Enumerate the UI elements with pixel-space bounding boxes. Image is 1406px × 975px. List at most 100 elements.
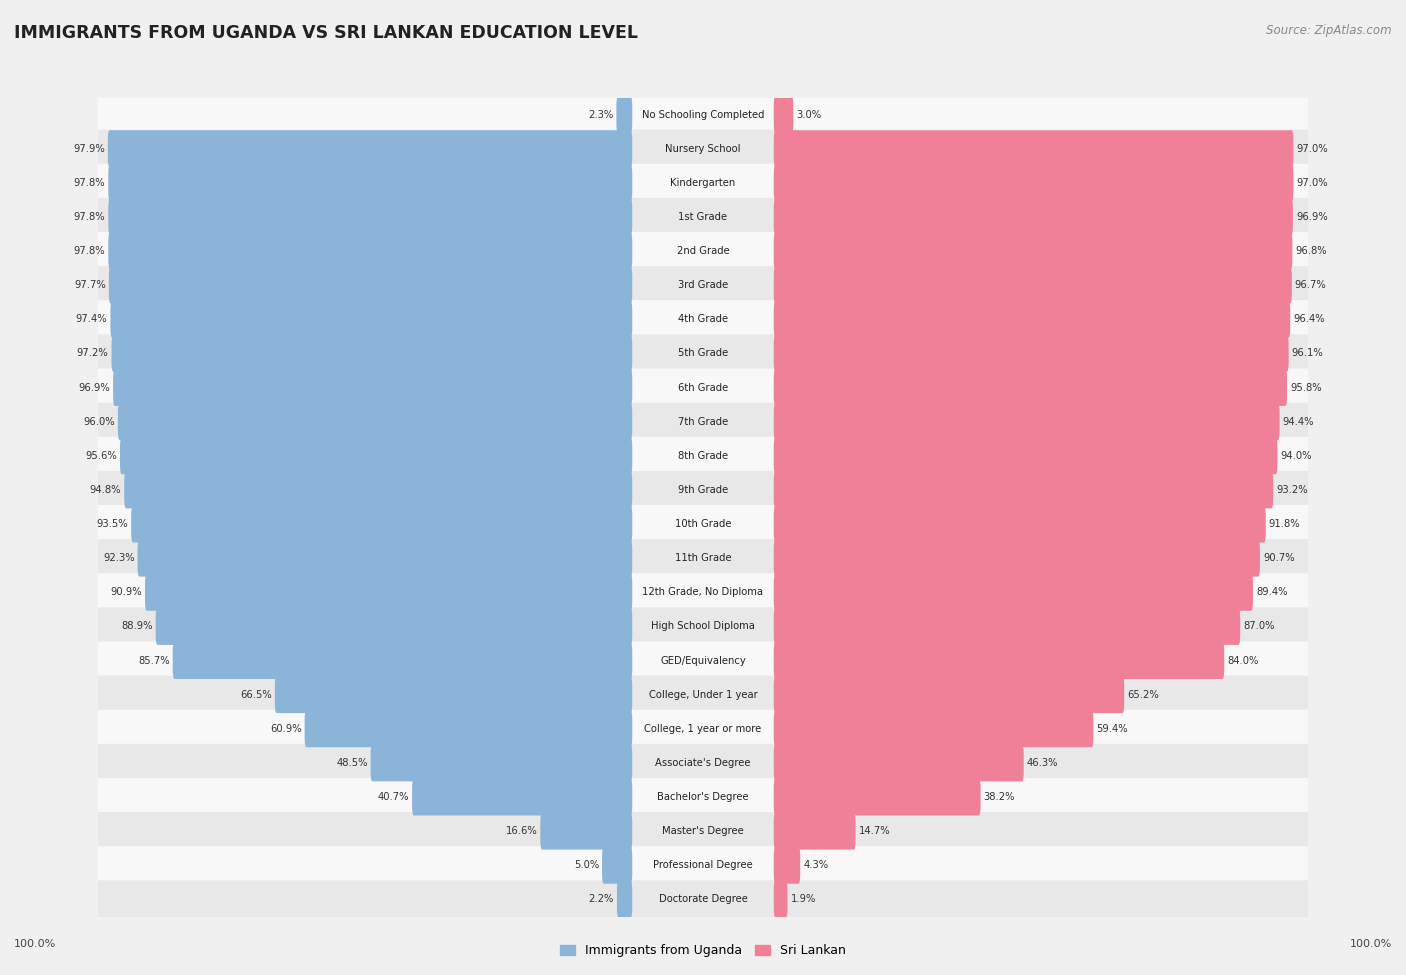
Text: 8th Grade: 8th Grade	[678, 450, 728, 461]
Text: 5th Grade: 5th Grade	[678, 348, 728, 359]
Legend: Immigrants from Uganda, Sri Lankan: Immigrants from Uganda, Sri Lankan	[557, 941, 849, 961]
Text: 91.8%: 91.8%	[1268, 519, 1301, 529]
FancyBboxPatch shape	[111, 301, 633, 337]
Text: 100.0%: 100.0%	[14, 939, 56, 949]
Text: 96.8%: 96.8%	[1295, 246, 1327, 256]
FancyBboxPatch shape	[97, 505, 1309, 543]
FancyBboxPatch shape	[97, 96, 1309, 134]
FancyBboxPatch shape	[112, 370, 633, 406]
Text: 60.9%: 60.9%	[270, 723, 302, 734]
FancyBboxPatch shape	[108, 131, 633, 167]
Text: 100.0%: 100.0%	[1350, 939, 1392, 949]
FancyBboxPatch shape	[111, 335, 633, 371]
FancyBboxPatch shape	[97, 198, 1309, 236]
Text: 14.7%: 14.7%	[859, 826, 890, 837]
FancyBboxPatch shape	[773, 370, 1286, 406]
FancyBboxPatch shape	[617, 881, 633, 917]
Text: 96.1%: 96.1%	[1292, 348, 1323, 359]
FancyBboxPatch shape	[412, 779, 633, 815]
Text: 84.0%: 84.0%	[1227, 655, 1258, 666]
Text: 97.4%: 97.4%	[76, 314, 107, 325]
FancyBboxPatch shape	[773, 438, 1278, 474]
Text: 59.4%: 59.4%	[1097, 723, 1128, 734]
Text: 93.5%: 93.5%	[97, 519, 128, 529]
Text: 94.8%: 94.8%	[90, 485, 121, 495]
FancyBboxPatch shape	[97, 573, 1309, 611]
FancyBboxPatch shape	[773, 711, 1094, 747]
FancyBboxPatch shape	[97, 471, 1309, 509]
FancyBboxPatch shape	[773, 813, 856, 849]
Text: 1st Grade: 1st Grade	[679, 212, 727, 222]
FancyBboxPatch shape	[97, 232, 1309, 270]
Text: 16.6%: 16.6%	[506, 826, 537, 837]
FancyBboxPatch shape	[773, 233, 1292, 269]
FancyBboxPatch shape	[540, 813, 633, 849]
FancyBboxPatch shape	[773, 165, 1294, 201]
Text: 96.9%: 96.9%	[79, 382, 110, 393]
Text: 97.7%: 97.7%	[75, 280, 105, 291]
Text: 88.9%: 88.9%	[121, 621, 153, 632]
Text: 4.3%: 4.3%	[803, 860, 828, 871]
Text: 2.2%: 2.2%	[589, 894, 614, 905]
Text: 6th Grade: 6th Grade	[678, 382, 728, 393]
Text: 97.9%: 97.9%	[73, 143, 105, 154]
FancyBboxPatch shape	[773, 643, 1225, 679]
Text: 1.9%: 1.9%	[790, 894, 815, 905]
FancyBboxPatch shape	[97, 846, 1309, 884]
Text: 92.3%: 92.3%	[103, 553, 135, 564]
Text: 4th Grade: 4th Grade	[678, 314, 728, 325]
FancyBboxPatch shape	[97, 403, 1309, 441]
Text: 10th Grade: 10th Grade	[675, 519, 731, 529]
FancyBboxPatch shape	[120, 438, 633, 474]
Text: High School Diploma: High School Diploma	[651, 621, 755, 632]
Text: 66.5%: 66.5%	[240, 689, 271, 700]
FancyBboxPatch shape	[97, 334, 1309, 372]
FancyBboxPatch shape	[773, 779, 980, 815]
FancyBboxPatch shape	[97, 880, 1309, 918]
FancyBboxPatch shape	[773, 97, 793, 133]
FancyBboxPatch shape	[616, 97, 633, 133]
Text: 7th Grade: 7th Grade	[678, 416, 728, 427]
Text: 96.0%: 96.0%	[83, 416, 115, 427]
FancyBboxPatch shape	[773, 881, 787, 917]
FancyBboxPatch shape	[97, 812, 1309, 850]
Text: IMMIGRANTS FROM UGANDA VS SRI LANKAN EDUCATION LEVEL: IMMIGRANTS FROM UGANDA VS SRI LANKAN EDU…	[14, 24, 638, 42]
Text: 95.6%: 95.6%	[86, 450, 117, 461]
Text: 3rd Grade: 3rd Grade	[678, 280, 728, 291]
FancyBboxPatch shape	[97, 676, 1309, 714]
Text: 3.0%: 3.0%	[796, 109, 821, 120]
FancyBboxPatch shape	[773, 131, 1294, 167]
FancyBboxPatch shape	[97, 642, 1309, 680]
Text: 12th Grade, No Diploma: 12th Grade, No Diploma	[643, 587, 763, 598]
FancyBboxPatch shape	[274, 677, 633, 713]
Text: 40.7%: 40.7%	[378, 792, 409, 802]
Text: No Schooling Completed: No Schooling Completed	[641, 109, 765, 120]
Text: Kindergarten: Kindergarten	[671, 177, 735, 188]
FancyBboxPatch shape	[108, 267, 633, 303]
Text: 96.9%: 96.9%	[1296, 212, 1327, 222]
FancyBboxPatch shape	[97, 164, 1309, 202]
FancyBboxPatch shape	[145, 574, 633, 610]
Text: 85.7%: 85.7%	[138, 655, 170, 666]
Text: 11th Grade: 11th Grade	[675, 553, 731, 564]
FancyBboxPatch shape	[773, 506, 1265, 542]
FancyBboxPatch shape	[108, 165, 633, 201]
Text: 97.2%: 97.2%	[77, 348, 108, 359]
Text: 9th Grade: 9th Grade	[678, 485, 728, 495]
Text: Professional Degree: Professional Degree	[654, 860, 752, 871]
Text: 97.8%: 97.8%	[73, 212, 105, 222]
Text: 89.4%: 89.4%	[1256, 587, 1288, 598]
Text: Associate's Degree: Associate's Degree	[655, 758, 751, 768]
FancyBboxPatch shape	[773, 335, 1289, 371]
FancyBboxPatch shape	[124, 472, 633, 508]
FancyBboxPatch shape	[773, 745, 1024, 781]
Text: Bachelor's Degree: Bachelor's Degree	[657, 792, 749, 802]
Text: 96.4%: 96.4%	[1294, 314, 1324, 325]
Text: Source: ZipAtlas.com: Source: ZipAtlas.com	[1267, 24, 1392, 37]
FancyBboxPatch shape	[97, 437, 1309, 475]
Text: 90.7%: 90.7%	[1263, 553, 1295, 564]
FancyBboxPatch shape	[602, 847, 633, 883]
Text: Doctorate Degree: Doctorate Degree	[658, 894, 748, 905]
Text: 93.2%: 93.2%	[1277, 485, 1308, 495]
FancyBboxPatch shape	[97, 300, 1309, 338]
